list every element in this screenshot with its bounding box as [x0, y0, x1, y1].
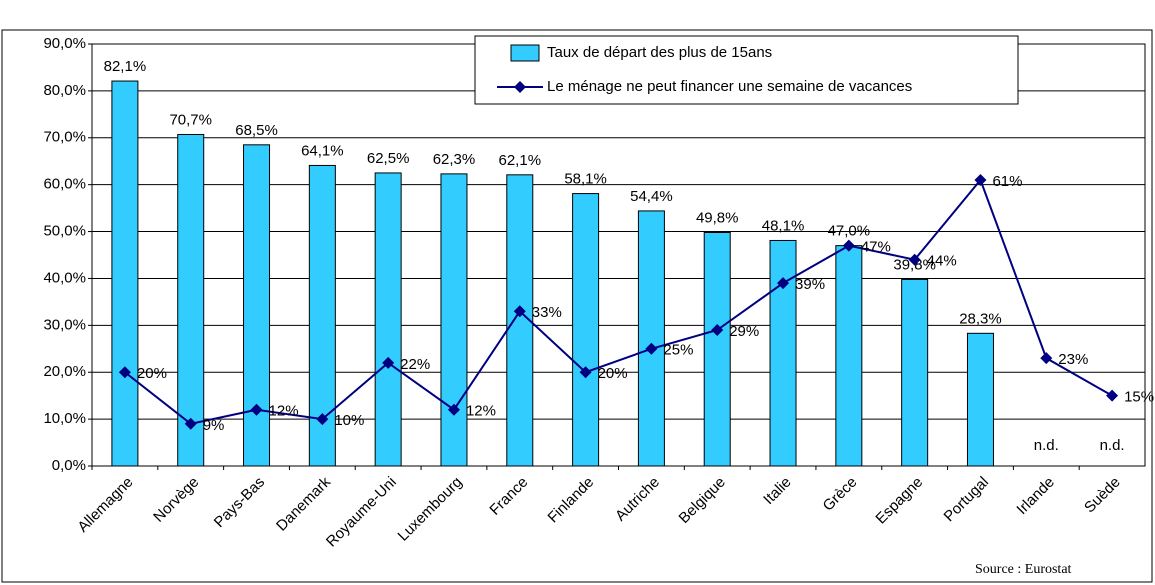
value-label: 29%	[729, 323, 759, 340]
legend-swatch	[510, 44, 540, 62]
bar	[769, 239, 797, 467]
y-tick-label: 40,0%	[43, 269, 86, 286]
x-tick-label: Espagne	[872, 474, 926, 528]
x-tick-label: Grèce	[820, 474, 861, 515]
bar	[835, 245, 863, 467]
chart-frame	[1, 29, 1153, 583]
marker	[513, 305, 526, 318]
marker	[1106, 389, 1119, 402]
value-label: 64,1%	[301, 142, 344, 159]
y-tick-label: 70,0%	[43, 129, 86, 146]
value-label: 62,3%	[433, 151, 476, 168]
value-label: 10%	[334, 412, 364, 429]
y-tick-label: 50,0%	[43, 223, 86, 240]
legend-box	[474, 35, 1019, 105]
value-label: 12%	[269, 403, 299, 420]
x-tick-label: Pays-Bas	[211, 474, 268, 531]
bar	[243, 144, 271, 467]
x-tick-label: France	[486, 474, 531, 519]
value-label: 61%	[992, 173, 1022, 190]
x-tick-label: Autriche	[612, 474, 663, 525]
value-label: n.d.	[1034, 437, 1059, 454]
legend-label: Taux de départ des plus de 15ans	[547, 44, 772, 61]
x-tick-label: Belgique	[676, 474, 729, 527]
marker	[250, 403, 263, 416]
y-tick-label: 90,0%	[43, 35, 86, 52]
value-label: 20%	[137, 365, 167, 382]
value-label: 28,3%	[959, 310, 1002, 327]
value-label: 47,0%	[828, 223, 871, 240]
x-tick-label: Irlande	[1013, 474, 1057, 518]
x-tick-label: Norvège	[150, 474, 202, 526]
bar	[703, 231, 731, 467]
marker	[1040, 352, 1053, 365]
value-label: 54,4%	[630, 188, 673, 205]
y-tick-label: 60,0%	[43, 176, 86, 193]
bar	[572, 193, 600, 467]
value-label: 15%	[1124, 389, 1154, 406]
marker	[974, 173, 987, 186]
x-tick-label: Allemagne	[74, 474, 136, 536]
value-label: 23%	[1058, 351, 1088, 368]
x-tick-label: Finlande	[545, 474, 598, 527]
value-label: 39%	[795, 276, 825, 293]
marker	[777, 277, 790, 290]
value-label: 25%	[663, 342, 693, 359]
y-tick-label: 30,0%	[43, 316, 86, 333]
marker	[382, 356, 395, 369]
marker	[842, 239, 855, 252]
x-tick-label: Suède	[1081, 474, 1124, 517]
x-tick-label: Italie	[760, 474, 794, 508]
marker	[908, 253, 921, 266]
y-tick-label: 10,0%	[43, 410, 86, 427]
marker	[579, 366, 592, 379]
marker	[316, 413, 329, 426]
marker	[118, 366, 131, 379]
value-label: 62,1%	[499, 152, 542, 169]
value-label: 20%	[598, 365, 628, 382]
y-tick-label: 20,0%	[43, 363, 86, 380]
y-tick-label: 0,0%	[52, 457, 86, 474]
value-label: 49,8%	[696, 209, 739, 226]
line	[124, 178, 1113, 425]
bar	[440, 173, 468, 467]
bar	[177, 133, 205, 467]
value-label: 70,7%	[169, 111, 212, 128]
x-tick-label: Luxembourg	[395, 474, 466, 545]
value-label: 44%	[927, 253, 957, 270]
value-label: 62,5%	[367, 150, 410, 167]
value-label: 22%	[400, 356, 430, 373]
bar	[901, 278, 929, 467]
y-tick-label: 80,0%	[43, 82, 86, 99]
marker	[184, 417, 197, 430]
value-label: 48,1%	[762, 217, 805, 234]
value-label: 12%	[466, 403, 496, 420]
value-label: 58,1%	[564, 171, 607, 188]
value-label: 33%	[532, 304, 562, 321]
value-label: 47%	[861, 239, 891, 256]
value-label: 82,1%	[104, 58, 147, 75]
marker	[711, 324, 724, 337]
bar	[637, 210, 665, 467]
bar	[111, 80, 139, 467]
value-label: 68,5%	[235, 122, 278, 139]
legend-label: Le ménage ne peut financer une semaine d…	[547, 78, 912, 95]
x-tick-label: Royaume-Uni	[323, 474, 400, 551]
bar	[966, 332, 994, 467]
value-label: 9%	[203, 417, 225, 434]
source: Source : Eurostat	[975, 562, 1072, 577]
marker	[447, 403, 460, 416]
x-tick-label: Portugal	[941, 474, 993, 526]
bar	[374, 172, 402, 467]
value-label: n.d.	[1100, 437, 1125, 454]
x-tick-label: Danemark	[273, 473, 334, 534]
marker	[645, 342, 658, 355]
legend-marker	[514, 81, 526, 93]
